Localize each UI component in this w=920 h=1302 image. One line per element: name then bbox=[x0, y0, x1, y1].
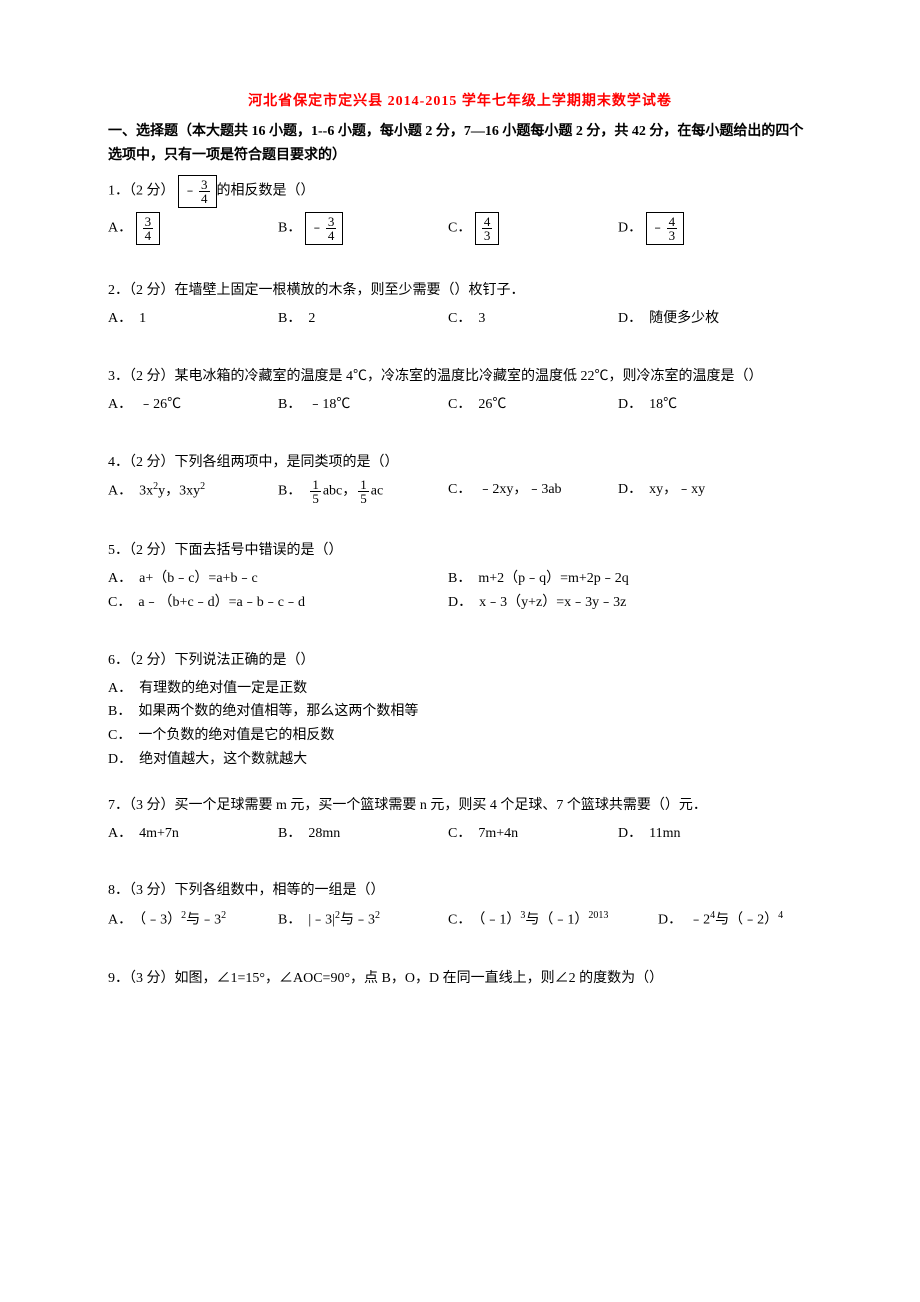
q1-prefix: 1．（2 分） bbox=[108, 184, 175, 199]
q7-B: B． 28mn bbox=[278, 822, 448, 846]
q7-stem: 7．（3 分）买一个足球需要 m 元，买一个篮球需要 n 元，则买 4 个足球、… bbox=[108, 794, 812, 818]
q1-C-frac: 43 bbox=[475, 212, 500, 245]
q1-options: A． 34 B． ﹣34 C． 43 D． ﹣43 bbox=[108, 212, 812, 245]
q5-B: B． m+2（p﹣q）=m+2p﹣2q bbox=[448, 567, 788, 591]
q8-B: B． |﹣3|2与﹣32 bbox=[278, 907, 448, 932]
q7-options: A． 4m+7n B． 28mn C． 7m+4n D． 11mn bbox=[108, 822, 812, 846]
q9-stem: 9．（3 分）如图，∠1=15°，∠AOC=90°，点 B，O，D 在同一直线上… bbox=[108, 967, 812, 991]
q5-D: D． x﹣3（y+z）=x﹣3y﹣3z bbox=[448, 591, 788, 615]
q6-A: A． 有理数的绝对值一定是正数 bbox=[108, 677, 812, 701]
q5-A: A． a+（b﹣c）=a+b﹣c bbox=[108, 567, 448, 591]
doc-title: 河北省保定市定兴县 2014-2015 学年七年级上学期期末数学试卷 bbox=[108, 90, 812, 114]
q3-options: A． ﹣26℃ B． ﹣18℃ C． 26℃ D． 18℃ bbox=[108, 393, 812, 417]
q4-A: A． 3x2y，3xy2 bbox=[108, 478, 278, 505]
q5-stem: 5．（2 分）下面去括号中错误的是（） bbox=[108, 539, 812, 563]
q1-stem: 1．（2 分） ﹣34的相反数是（） bbox=[108, 175, 812, 208]
q6-B: B． 如果两个数的绝对值相等，那么这两个数相等 bbox=[108, 700, 812, 724]
q1-B-frac: ﹣34 bbox=[305, 212, 344, 245]
q1-D-frac: ﹣43 bbox=[646, 212, 685, 245]
q8-C: C． （﹣1）3与（﹣1）2013 bbox=[448, 907, 658, 932]
q6-D: D． 绝对值越大，这个数就越大 bbox=[108, 748, 812, 772]
q2-A: A． 1 bbox=[108, 307, 278, 331]
q4-B: B． 15abc，15ac bbox=[278, 478, 448, 505]
q1-D: D． ﹣43 bbox=[618, 212, 788, 245]
section-heading: 一、选择题（本大题共 16 小题，1--6 小题，每小题 2 分，7—16 小题… bbox=[108, 120, 812, 168]
q2-C: C． 3 bbox=[448, 307, 618, 331]
q1-B: B． ﹣34 bbox=[278, 212, 448, 245]
q1-suffix: 的相反数是（） bbox=[217, 184, 315, 199]
q1-boxed-frac: ﹣34 bbox=[178, 175, 217, 208]
q8-A: A． （﹣3）2与﹣32 bbox=[108, 907, 278, 932]
q2-B: B． 2 bbox=[278, 307, 448, 331]
q8-D: D． ﹣24与（﹣2）4 bbox=[658, 907, 798, 932]
q4-D: D． xy，﹣xy bbox=[618, 478, 788, 505]
q5-options: A． a+（b﹣c）=a+b﹣c B． m+2（p﹣q）=m+2p﹣2q C． … bbox=[108, 567, 812, 615]
q2-D: D． 随便多少枚 bbox=[618, 307, 788, 331]
q5-C: C． a﹣（b+c﹣d）=a﹣b﹣c﹣d bbox=[108, 591, 448, 615]
q4-stem: 4．（2 分）下列各组两项中，是同类项的是（） bbox=[108, 451, 812, 475]
q7-D: D． 11mn bbox=[618, 822, 788, 846]
q2-options: A． 1 B． 2 C． 3 D． 随便多少枚 bbox=[108, 307, 812, 331]
q1-A-frac: 34 bbox=[136, 212, 161, 245]
q7-A: A． 4m+7n bbox=[108, 822, 278, 846]
q8-options: A． （﹣3）2与﹣32 B． |﹣3|2与﹣32 C． （﹣1）3与（﹣1）2… bbox=[108, 907, 812, 932]
q6-stem: 6．（2 分）下列说法正确的是（） bbox=[108, 649, 812, 673]
q7-C: C． 7m+4n bbox=[448, 822, 618, 846]
q3-B: B． ﹣18℃ bbox=[278, 393, 448, 417]
q2-stem: 2．（2 分）在墙壁上固定一根横放的木条，则至少需要（）枚钉子． bbox=[108, 279, 812, 303]
q4-C: C． ﹣2xy，﹣3ab bbox=[448, 478, 618, 505]
q6-C: C． 一个负数的绝对值是它的相反数 bbox=[108, 724, 812, 748]
q3-A: A． ﹣26℃ bbox=[108, 393, 278, 417]
q1-C: C． 43 bbox=[448, 212, 618, 245]
q1-A: A． 34 bbox=[108, 212, 278, 245]
q4-options: A． 3x2y，3xy2 B． 15abc，15ac C． ﹣2xy，﹣3ab … bbox=[108, 478, 812, 505]
q3-D: D． 18℃ bbox=[618, 393, 788, 417]
q3-stem: 3．（2 分）某电冰箱的冷藏室的温度是 4℃，冷冻室的温度比冷藏室的温度低 22… bbox=[108, 365, 812, 389]
q8-stem: 8．（3 分）下列各组数中，相等的一组是（） bbox=[108, 879, 812, 903]
q3-C: C． 26℃ bbox=[448, 393, 618, 417]
